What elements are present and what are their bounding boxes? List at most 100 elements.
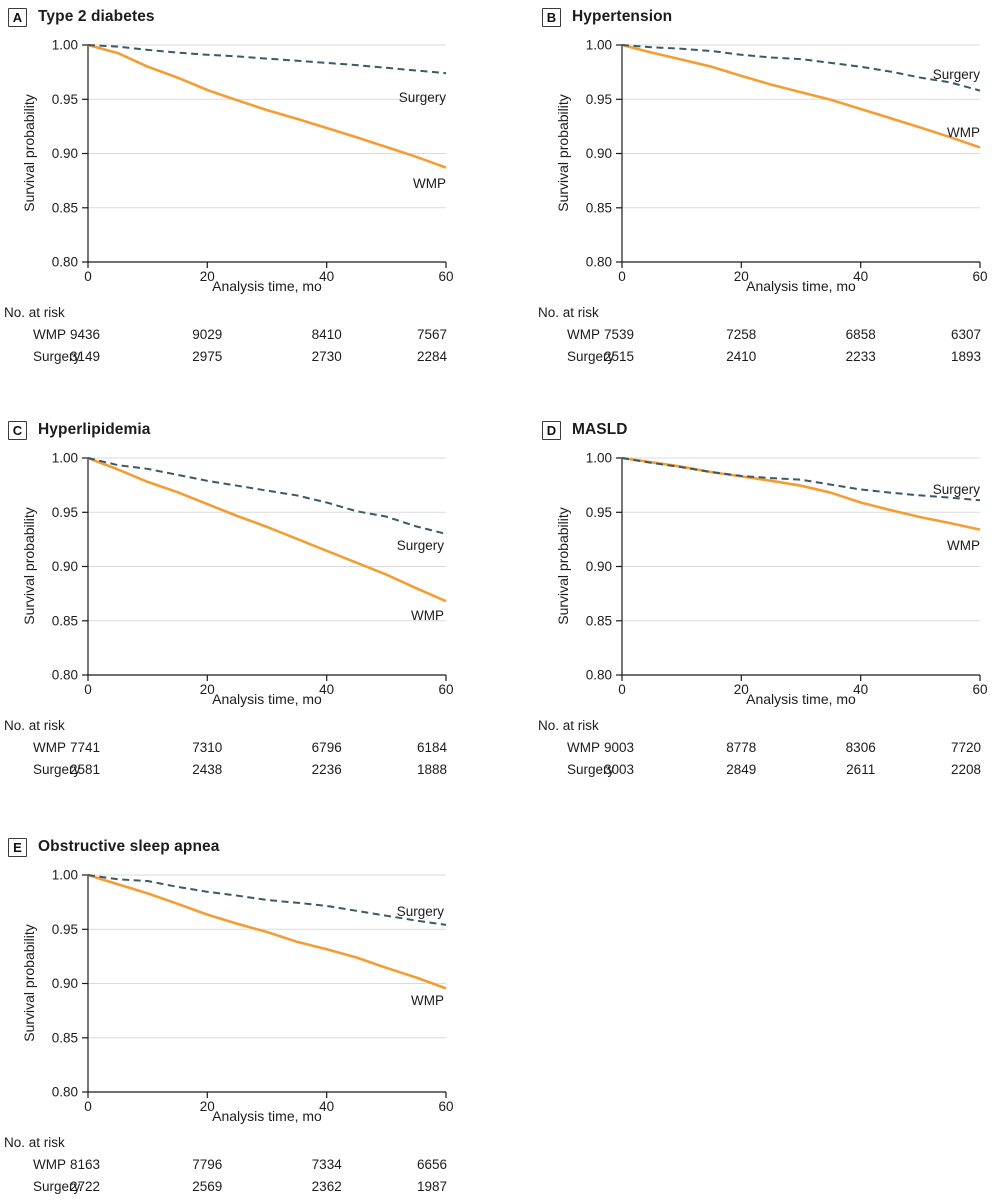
risk-value: 1893 (951, 349, 981, 364)
x-tick-label: 20 (734, 269, 749, 284)
y-axis-title: Survival probability (21, 924, 37, 1042)
series-label-surgery: Surgery (397, 904, 445, 919)
risk-row-label: Surgery (567, 762, 615, 777)
risk-value: 7741 (70, 740, 100, 755)
survival-chart-hypertension: 1.00 0.95 0.90 0.85 0.80 0 20 40 60 Analysis time… (538, 38, 988, 365)
y-tick-label: 0.95 (52, 92, 78, 107)
x-tick-label: 0 (618, 682, 626, 697)
survival-chart-masld: 1.00 0.95 0.90 0.85 0.80 0 20 40 60 Analysis time… (538, 451, 988, 778)
panel-obstructive-sleep-apnea: E Obstructive sleep apnea 1.00 0.95 0.90 0.… (0, 830, 497, 1200)
risk-value: 8410 (312, 327, 342, 342)
risk-value: 2233 (846, 349, 876, 364)
panel-e-header: E Obstructive sleep apnea (0, 837, 497, 857)
series-label-wmp: WMP (411, 993, 444, 1008)
y-tick-label: 0.95 (586, 92, 612, 107)
y-tick-label: 0.80 (52, 668, 78, 683)
y-axis-title: Survival probability (21, 507, 37, 625)
risk-row-label: Surgery (567, 349, 615, 364)
x-tick-label: 20 (734, 682, 749, 697)
y-axis-title: Survival probability (555, 94, 571, 212)
risk-row-label: WMP (33, 740, 66, 755)
risk-row-label: Surgery (33, 349, 81, 364)
y-tick-label: 0.85 (52, 1030, 78, 1045)
risk-value: 7334 (312, 1157, 343, 1172)
risk-value: 1987 (417, 1179, 447, 1194)
panel-hyperlipidemia: C Hyperlipidemia 1.00 0.95 0.90 0.85 0.80 0 20… (0, 413, 497, 830)
x-tick-label: 60 (438, 682, 453, 697)
panel-title: MASLD (572, 421, 628, 438)
risk-value: 2515 (604, 349, 634, 364)
x-axis-title: Analysis time, mo (212, 1108, 322, 1124)
risk-table-header: No. at risk (538, 718, 599, 733)
risk-value: 6656 (417, 1157, 447, 1172)
y-tick-label: 0.85 (52, 613, 78, 628)
x-tick-label: 60 (438, 1099, 453, 1114)
panel-title: Hyperlipidemia (38, 421, 151, 438)
risk-value: 7539 (604, 327, 634, 342)
x-tick-label: 20 (200, 682, 215, 697)
risk-value: 2581 (70, 762, 100, 777)
series-line-surgery (87, 457, 447, 535)
risk-value: 9003 (604, 740, 634, 755)
panel-d-header: D MASLD (534, 420, 994, 440)
y-axis-title: Survival probability (555, 507, 571, 625)
risk-row-label: WMP (33, 327, 66, 342)
axis-line (87, 875, 446, 1093)
panel-title: Hypertension (572, 8, 673, 25)
series-label-wmp: WMP (413, 176, 446, 191)
y-tick-label: 0.90 (586, 559, 612, 574)
x-axis-title: Analysis time, mo (212, 278, 322, 294)
series-line-surgery (87, 44, 447, 75)
x-tick-label: 60 (972, 269, 987, 284)
series-label-wmp: WMP (947, 125, 980, 140)
x-tick-label: 60 (972, 682, 987, 697)
risk-value: 2284 (417, 349, 448, 364)
y-tick-label: 0.80 (52, 1085, 78, 1100)
y-tick-label: 0.90 (586, 146, 612, 161)
y-tick-label: 1.00 (52, 451, 78, 466)
y-tick-label: 0.85 (52, 200, 78, 215)
y-tick-label: 0.80 (52, 255, 78, 270)
risk-value: 9436 (70, 327, 100, 342)
y-tick-label: 1.00 (52, 38, 78, 53)
x-axis-title: Analysis time, mo (746, 691, 856, 707)
risk-value: 2236 (312, 762, 342, 777)
risk-row-label: WMP (33, 1157, 66, 1172)
risk-value: 3149 (70, 349, 100, 364)
x-tick-label: 20 (200, 269, 215, 284)
panel-masld: D MASLD 1.00 0.95 0.90 0.85 0.80 0 20 40 60 Analy… (497, 413, 994, 830)
risk-value: 2611 (846, 762, 875, 777)
risk-value: 8306 (846, 740, 876, 755)
y-tick-label: 0.90 (52, 559, 78, 574)
y-tick-label: 1.00 (586, 451, 612, 466)
panel-letter-badge: E (8, 837, 27, 857)
series-line-wmp (621, 43, 981, 149)
empty-cell (497, 830, 994, 1200)
risk-value: 7567 (417, 327, 447, 342)
panel-c-header: C Hyperlipidemia (0, 420, 497, 440)
survival-chart-type-2-diabetes: 1.00 0.95 0.90 0.85 0.80 0 20 40 60 Analysis time… (4, 38, 454, 365)
y-tick-label: 0.80 (586, 255, 612, 270)
y-axis-title: Survival probability (21, 94, 37, 212)
y-tick-label: 1.00 (52, 868, 78, 883)
x-axis-title: Analysis time, mo (746, 278, 856, 294)
risk-value: 8163 (70, 1157, 100, 1172)
panel-a-header: A Type 2 diabetes (0, 7, 497, 27)
x-tick-label: 40 (853, 269, 868, 284)
x-tick-label: 40 (319, 269, 334, 284)
risk-row-label: Surgery (33, 762, 81, 777)
risk-table-header: No. at risk (4, 305, 65, 320)
panel-letter-badge: D (542, 420, 561, 440)
axis-line (621, 458, 980, 676)
risk-table-header: No. at risk (4, 718, 65, 733)
series-label-surgery: Surgery (933, 67, 981, 82)
risk-value: 7796 (192, 1157, 222, 1172)
risk-value: 2730 (312, 349, 342, 364)
risk-row-label: WMP (567, 327, 600, 342)
y-tick-label: 0.95 (586, 505, 612, 520)
y-tick-label: 0.85 (586, 613, 612, 628)
x-tick-label: 0 (84, 269, 92, 284)
risk-value: 6307 (951, 327, 981, 342)
risk-value: 8778 (726, 740, 756, 755)
risk-value: 2438 (192, 762, 222, 777)
